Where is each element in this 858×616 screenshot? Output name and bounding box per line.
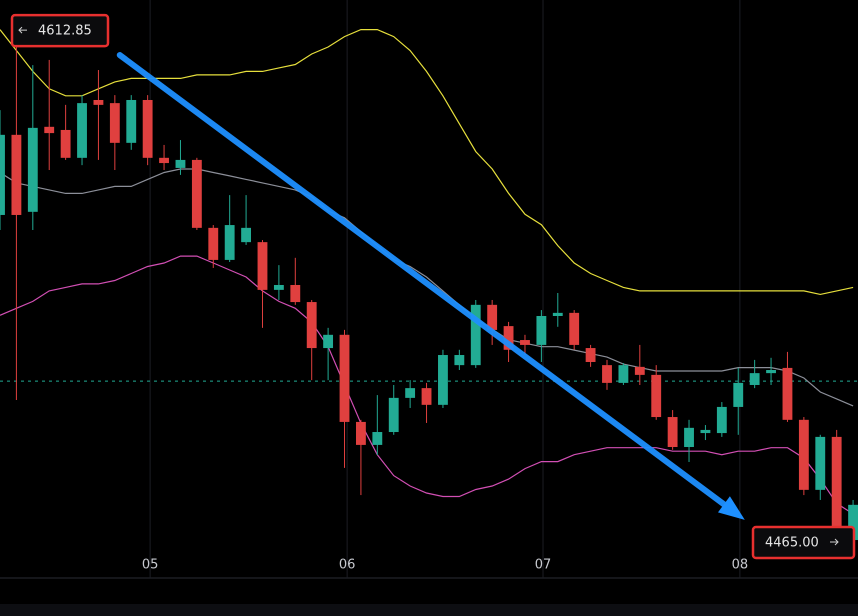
candle-body <box>454 355 465 366</box>
candle-body <box>585 348 596 362</box>
x-tick-label: 08 <box>732 558 749 573</box>
candle-body <box>323 334 334 349</box>
candle-body <box>405 388 416 398</box>
candle-body <box>93 99 104 105</box>
candle-body <box>733 382 744 407</box>
price-label-box <box>10 13 110 48</box>
candle-body <box>536 316 547 345</box>
candle-body <box>782 367 793 420</box>
candle-body <box>684 427 694 448</box>
candle-body <box>503 326 514 350</box>
candle-body <box>355 421 366 445</box>
candle-body <box>11 134 22 215</box>
price-label-box <box>751 525 856 560</box>
candle-body <box>257 242 268 290</box>
candle-body <box>77 103 87 158</box>
trend-arrow-head <box>717 496 745 520</box>
x-tick-label: 07 <box>535 558 552 573</box>
candle-body <box>520 340 530 345</box>
candle-body <box>552 312 563 317</box>
candle-body <box>569 312 580 345</box>
candle-body <box>716 406 727 434</box>
band-line <box>0 168 854 407</box>
candle-body <box>438 355 448 405</box>
candle-body <box>848 504 858 541</box>
candle-body <box>372 432 383 445</box>
candle-body <box>700 429 711 434</box>
price-label: 4465.00 <box>765 536 819 551</box>
candle-body <box>142 99 153 158</box>
x-tick-label: 05 <box>142 558 159 573</box>
candle-body <box>241 227 252 243</box>
candle-body <box>618 365 629 383</box>
x-tick-label: 06 <box>339 558 356 573</box>
candle-body <box>224 225 235 260</box>
candle-body <box>208 227 219 260</box>
candle-body <box>339 334 350 422</box>
candle-body <box>470 304 481 366</box>
candle-body <box>109 103 120 143</box>
band-line <box>0 29 854 296</box>
candle-body <box>815 436 826 490</box>
candle-body <box>667 417 678 448</box>
candle-body <box>487 304 498 330</box>
candle-body <box>273 284 284 290</box>
candle-body <box>159 157 169 164</box>
price-label-arrow <box>18 26 27 34</box>
candle-body <box>175 159 186 168</box>
candle-body <box>602 365 612 383</box>
candle-body <box>27 127 38 212</box>
candle-body <box>191 159 202 228</box>
candle-body <box>798 419 809 490</box>
candle-body <box>749 373 760 385</box>
candle-body <box>831 436 842 543</box>
candle-body <box>0 134 5 215</box>
price-label-arrow <box>830 538 839 546</box>
bottom-strip <box>0 604 858 616</box>
candle-body <box>306 302 317 349</box>
band-line <box>0 255 854 515</box>
candle-body <box>651 374 662 418</box>
candle-body <box>60 129 71 158</box>
trend-arrow-shaft <box>116 52 727 508</box>
price-label: 4612.85 <box>38 24 92 39</box>
candle-body <box>634 366 645 375</box>
candle-body <box>421 388 432 405</box>
candle-body <box>290 284 301 303</box>
candle-body <box>766 370 776 374</box>
candle-body <box>126 99 137 143</box>
candle-body <box>388 397 399 433</box>
candle-body <box>44 126 55 134</box>
